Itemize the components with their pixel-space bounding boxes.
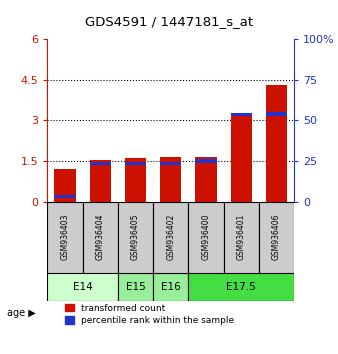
Text: GSM936403: GSM936403 — [61, 214, 69, 261]
Bar — [125, 162, 146, 165]
Bar — [266, 85, 287, 202]
FancyBboxPatch shape — [259, 202, 294, 273]
Text: E14: E14 — [73, 282, 93, 292]
Bar — [160, 157, 181, 202]
FancyBboxPatch shape — [188, 202, 223, 273]
Text: GSM936406: GSM936406 — [272, 214, 281, 261]
Bar — [90, 160, 111, 202]
Bar — [195, 159, 217, 162]
Text: E15: E15 — [125, 282, 145, 292]
FancyBboxPatch shape — [118, 202, 153, 273]
Text: E16: E16 — [161, 282, 180, 292]
FancyBboxPatch shape — [47, 202, 82, 273]
FancyBboxPatch shape — [153, 202, 188, 273]
Text: E17.5: E17.5 — [226, 282, 256, 292]
FancyBboxPatch shape — [82, 202, 118, 273]
Text: GSM936401: GSM936401 — [237, 214, 246, 261]
Bar — [266, 112, 287, 115]
Text: GSM936405: GSM936405 — [131, 214, 140, 261]
Bar — [231, 113, 252, 116]
Bar — [125, 159, 146, 202]
Text: GDS4591 / 1447181_s_at: GDS4591 / 1447181_s_at — [85, 15, 253, 28]
Legend: transformed count, percentile rank within the sample: transformed count, percentile rank withi… — [64, 303, 235, 326]
Bar — [54, 169, 75, 202]
Bar — [231, 115, 252, 202]
Text: GSM936402: GSM936402 — [166, 214, 175, 261]
FancyBboxPatch shape — [47, 273, 118, 301]
Bar — [195, 157, 217, 202]
Text: age ▶: age ▶ — [7, 308, 35, 318]
Text: GSM936404: GSM936404 — [96, 214, 105, 261]
Bar — [54, 195, 75, 198]
Bar — [160, 162, 181, 165]
FancyBboxPatch shape — [188, 273, 294, 301]
Bar — [90, 162, 111, 165]
FancyBboxPatch shape — [153, 273, 188, 301]
Text: GSM936400: GSM936400 — [201, 214, 211, 261]
FancyBboxPatch shape — [118, 273, 153, 301]
FancyBboxPatch shape — [223, 202, 259, 273]
